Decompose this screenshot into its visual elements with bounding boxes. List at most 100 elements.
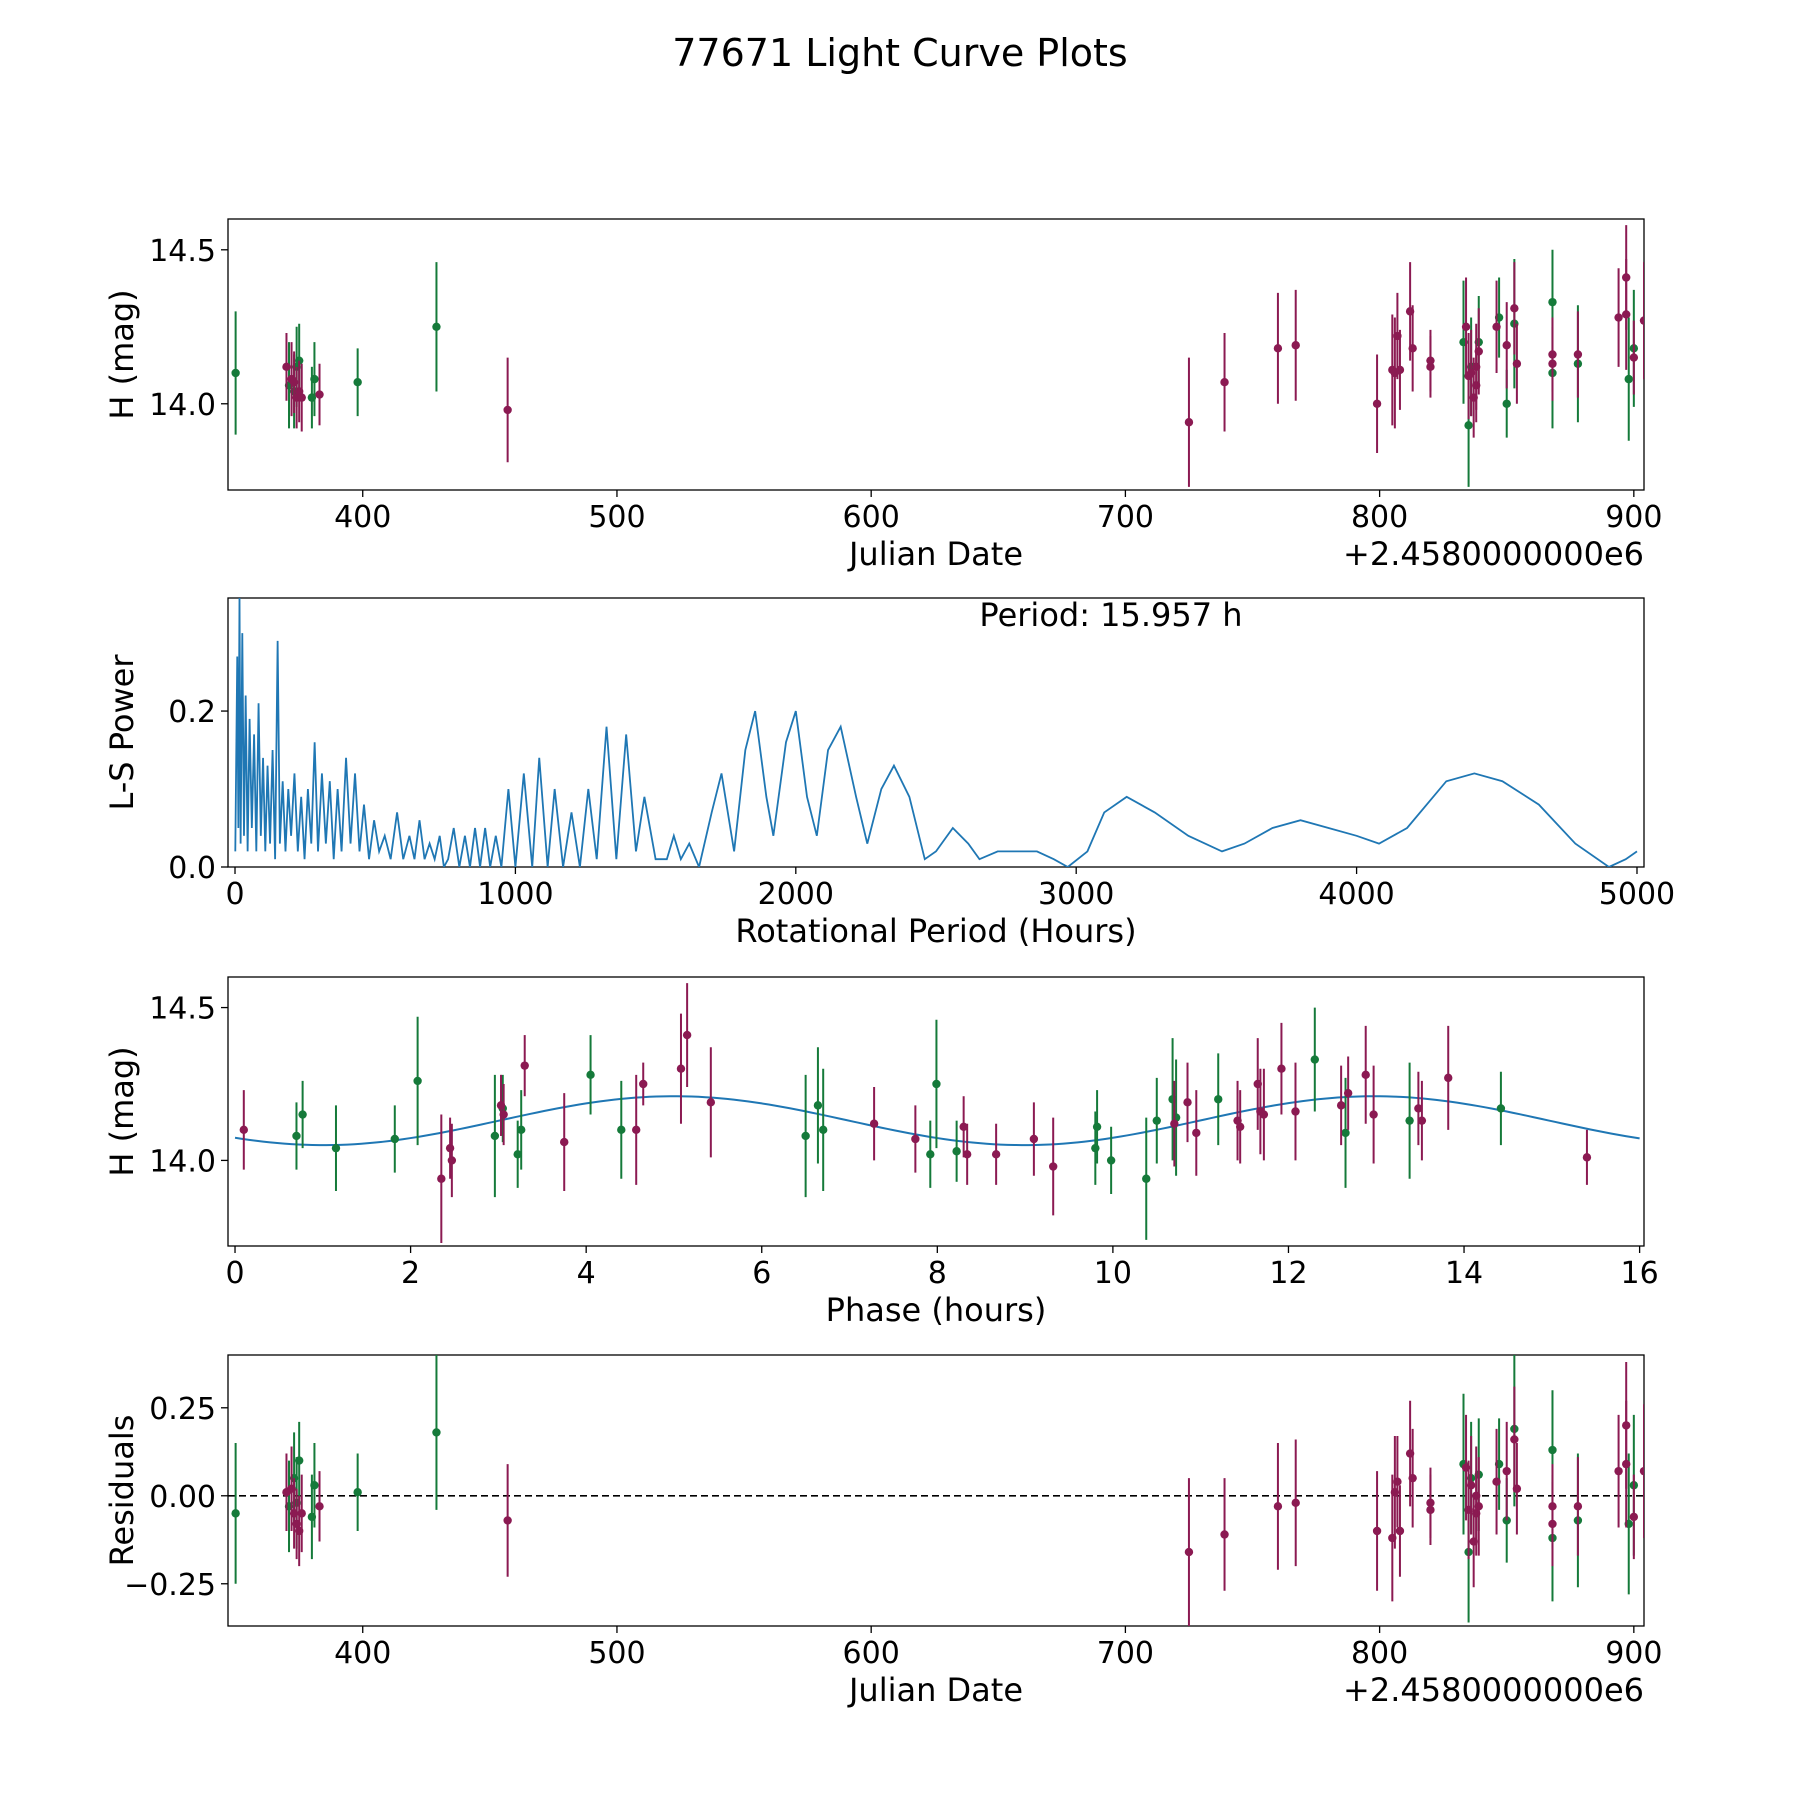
maroon-data-point [1408, 1473, 1417, 1483]
maroon-data-point [1291, 341, 1300, 350]
panel-periodogram: 0 1000 2000 3000 4000 5000 0.0 0.2 Rotational Pe… [103, 596, 1675, 950]
maroon-data-point [1192, 1128, 1201, 1138]
green-data-point [818, 1125, 828, 1135]
y-axis-label: H (mag) [103, 289, 141, 419]
maroon-data-point [239, 1125, 249, 1135]
maroon-data-point [1582, 1153, 1592, 1162]
x-tick-label: 700 [1097, 500, 1154, 535]
y-tick-label: 14.0 [149, 388, 216, 423]
x-tick-label: 10 [1094, 1256, 1132, 1291]
green-data-point [310, 374, 319, 384]
green-data-point [231, 1509, 240, 1518]
y-tick-label: −0.25 [124, 1568, 216, 1603]
maroon-data-point [1629, 1512, 1639, 1522]
x-tick-label: 4 [577, 1256, 596, 1291]
plot-area [231, 225, 1644, 487]
panel-lightcurve: 400 500 600 700 800 900 14.0 14.5 Julian Date H (… [103, 218, 1662, 573]
maroon-data-point [1369, 1110, 1378, 1119]
y-tick-label: 0.2 [168, 695, 216, 730]
maroon-data-point [959, 1122, 968, 1131]
x-tick-label: 2000 [758, 877, 834, 912]
maroon-data-point [1548, 359, 1557, 368]
maroon-data-point [1502, 341, 1511, 350]
panel-residuals: 400 500 600 700 800 900 −0.25 0.00 0.25 Julian Da… [103, 1354, 1662, 1709]
green-data-point [952, 1147, 961, 1156]
green-data-point [1496, 1104, 1506, 1113]
green-data-point [617, 1125, 626, 1135]
green-data-point [1341, 1128, 1350, 1138]
green-data-point [926, 1150, 935, 1159]
maroon-data-point [1259, 1110, 1269, 1119]
maroon-data-point [1639, 1466, 1644, 1476]
maroon-data-point [1408, 344, 1417, 353]
maroon-data-point [676, 1064, 686, 1073]
maroon-data-point [1372, 1526, 1382, 1536]
green-data-point [1405, 1116, 1414, 1125]
green-data-point [517, 1125, 526, 1135]
x-tick-label: 700 [1097, 1636, 1154, 1671]
maroon-data-point [1639, 316, 1644, 325]
maroon-data-point [437, 1174, 446, 1183]
x-tick-label: 12 [1269, 1256, 1307, 1291]
green-data-point [298, 1110, 307, 1119]
green-data-point [231, 368, 240, 378]
maroon-data-point [632, 1125, 641, 1135]
maroon-data-point [1426, 356, 1435, 365]
power-line [234, 598, 1638, 867]
x-tick-label: 600 [843, 1636, 900, 1671]
green-data-point [292, 1131, 301, 1141]
maroon-data-point [911, 1134, 920, 1144]
period-annotation: Period: 15.957 h [979, 596, 1242, 634]
maroon-data-point [1273, 344, 1283, 353]
y-axis-label: Residuals [103, 1415, 141, 1567]
axes-frame [227, 1354, 1645, 1627]
axes-frame [227, 218, 1645, 491]
green-data-point [1106, 1156, 1116, 1165]
y-tick-label: 14.5 [149, 234, 216, 269]
maroon-data-point [1220, 378, 1229, 387]
maroon-data-point [962, 1150, 972, 1159]
green-data-point [390, 1134, 399, 1144]
maroon-data-point [869, 1119, 879, 1128]
maroon-data-point [445, 1143, 455, 1153]
maroon-data-point [1417, 1116, 1427, 1125]
maroon-data-point [1029, 1134, 1039, 1144]
green-data-point [513, 1150, 522, 1159]
x-tick-label: 0 [225, 877, 244, 912]
x-tick-label: 5000 [1599, 877, 1675, 912]
maroon-data-point [297, 1509, 306, 1518]
x-tick-label: 900 [1605, 1636, 1662, 1671]
maroon-data-point [1393, 1477, 1402, 1486]
x-axis-label: Julian Date [847, 1671, 1023, 1709]
maroon-data-point [1474, 1502, 1483, 1511]
maroon-data-point [447, 1156, 457, 1165]
maroon-data-point [1273, 1502, 1283, 1511]
green-data-point [813, 1101, 823, 1110]
green-data-point [801, 1131, 810, 1141]
maroon-data-point [1614, 313, 1623, 322]
figure-title: 77671 Light Curve Plots [672, 31, 1127, 75]
x-tick-label: 2 [401, 1256, 420, 1291]
axes-frame [227, 976, 1645, 1247]
maroon-data-point [1235, 1122, 1245, 1131]
green-data-point [353, 1488, 362, 1497]
maroon-data-point [639, 1079, 648, 1089]
green-data-point [1142, 1174, 1151, 1183]
maroon-data-point [1183, 1098, 1192, 1107]
x-tick-label: 400 [334, 1636, 391, 1671]
maroon-data-point [1372, 399, 1382, 408]
maroon-data-point [1548, 1519, 1557, 1529]
maroon-data-point [1573, 1502, 1583, 1511]
green-data-point [1152, 1116, 1161, 1125]
y-axis-label: H (mag) [103, 1046, 141, 1176]
maroon-data-point [1277, 1064, 1286, 1073]
x-tick-label: 8 [928, 1256, 947, 1291]
x-tick-label: 0 [225, 1256, 244, 1291]
green-data-point [353, 378, 362, 387]
maroon-data-point [1461, 322, 1471, 331]
x-tick-label: 800 [1351, 500, 1408, 535]
green-data-point [413, 1076, 422, 1086]
x-tick-label: 400 [334, 500, 391, 535]
x-axis-label: Julian Date [847, 535, 1023, 573]
